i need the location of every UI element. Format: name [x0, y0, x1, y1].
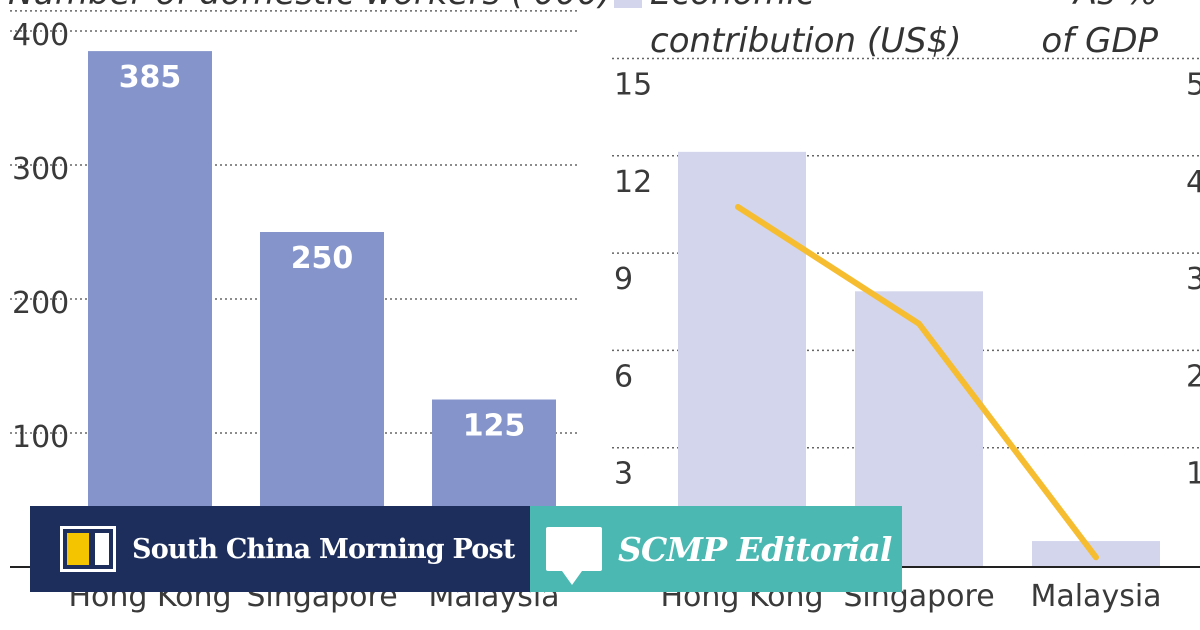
right-left-y-tick-label: 3	[614, 457, 633, 492]
right-left-y-tick-label: 6	[614, 359, 633, 394]
left-y-tick-label: 400	[12, 18, 69, 53]
right-bars	[678, 151, 1160, 567]
left-bar-value-label: 385	[119, 60, 182, 95]
scmp-brand-banner[interactable]: South China Morning Post	[30, 506, 530, 592]
left-bars: 385 250 125	[88, 51, 556, 568]
left-bar-value-label: 250	[291, 241, 354, 276]
legend-line-label-line1: As %	[1072, 0, 1158, 13]
left-bar	[88, 51, 212, 568]
right-right-y-tick-label: 5	[1186, 68, 1200, 103]
right-right-y-ticks: 5 4 3 2 1	[1186, 68, 1200, 492]
right-right-y-tick-label: 4	[1186, 165, 1200, 200]
legend-bar-label-line1: Economic	[650, 0, 815, 13]
editorial-label: SCMP Editorial	[618, 529, 892, 569]
right-left-y-tick-label: 9	[614, 262, 633, 297]
right-right-y-tick-label: 1	[1186, 457, 1200, 492]
right-bar	[678, 151, 806, 567]
left-y-ticks: 400 300 200 100	[12, 18, 69, 455]
legend-bar-label-line2: contribution (US$)	[650, 21, 962, 61]
gdp-share-line	[735, 203, 1099, 561]
left-y-tick-label: 100	[12, 420, 69, 455]
brand-name: South China Morning Post	[132, 533, 515, 565]
legend-line-label-line2: of GDP	[1041, 21, 1158, 61]
right-category-label: Malaysia	[1030, 579, 1161, 614]
right-left-y-tick-label: 15	[614, 68, 652, 103]
speech-bubble-icon	[546, 527, 602, 585]
left-y-tick-label: 200	[12, 286, 69, 321]
left-bar-value-label: 125	[463, 409, 526, 444]
editorial-banner[interactable]: SCMP Editorial	[530, 506, 902, 592]
right-right-y-tick-label: 2	[1186, 359, 1200, 394]
right-left-y-ticks: 15 12 9 6 3	[614, 68, 652, 492]
right-right-y-tick-label: 3	[1186, 262, 1200, 297]
right-left-y-tick-label: 12	[614, 165, 652, 200]
left-y-tick-label: 300	[12, 152, 69, 187]
scmp-logo-icon	[60, 526, 116, 572]
right-gridlines	[612, 57, 1200, 449]
legend-bar-swatch	[614, 0, 642, 8]
left-chart-ylabel: Number of domestic workers ('000)	[8, 0, 612, 13]
gdp-share-line-path	[735, 203, 1099, 561]
